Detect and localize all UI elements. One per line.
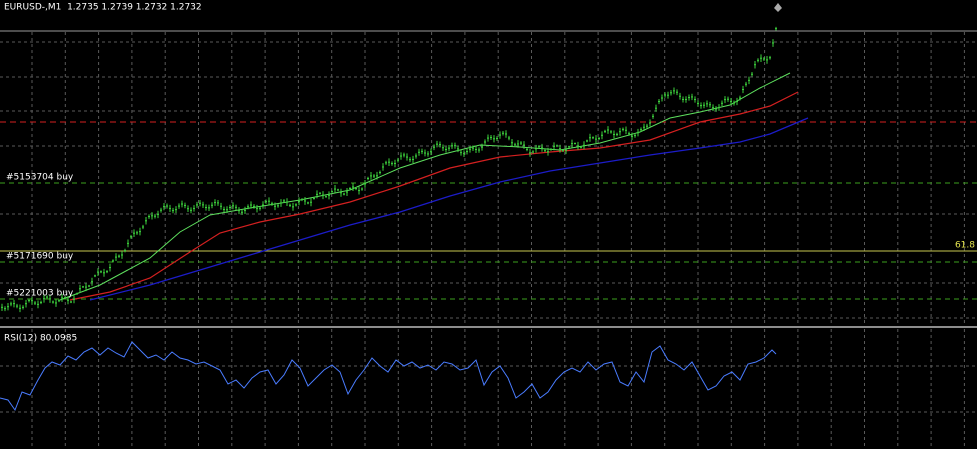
symbol-info: EURUSD-,M1 1.2735 1.2739 1.2732 1.2732 bbox=[4, 3, 202, 13]
order-label: #5171690 buy bbox=[6, 252, 74, 262]
fast-ma bbox=[59, 72, 791, 301]
price-marker bbox=[774, 3, 782, 12]
order-label: #5221003 buy bbox=[6, 289, 74, 299]
mid-ma bbox=[69, 91, 799, 301]
grid bbox=[0, 32, 977, 449]
rsi-line bbox=[0, 341, 777, 412]
rsi-label: RSI(12) 80.0985 bbox=[4, 334, 77, 344]
slow-ma bbox=[89, 117, 809, 301]
order-label: #5153704 buy bbox=[6, 173, 74, 183]
fibo-label: 61.8 bbox=[955, 241, 975, 251]
price-bars bbox=[1, 26, 777, 313]
